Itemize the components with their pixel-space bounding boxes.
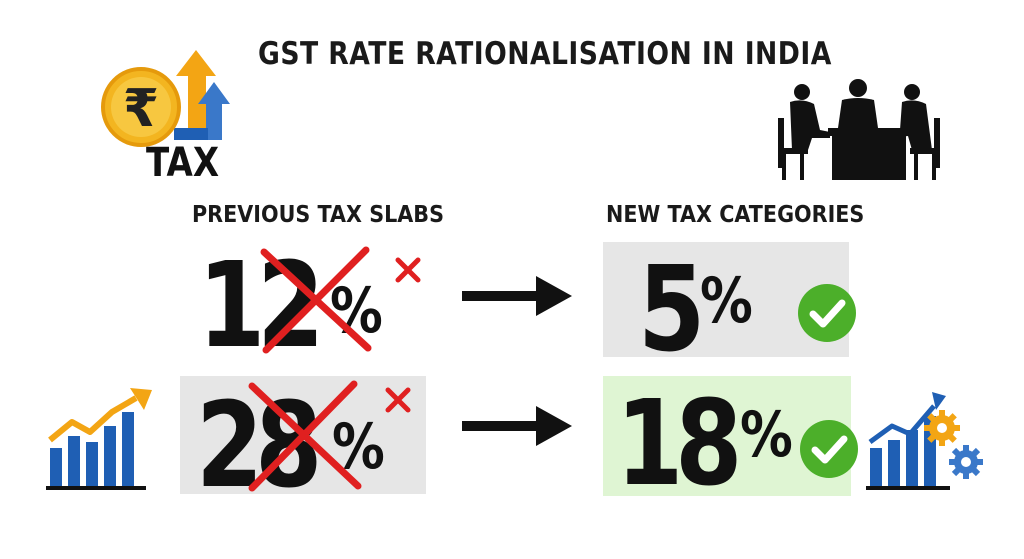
small-red-cross-icon	[395, 257, 421, 283]
bar-chart-icon	[46, 388, 152, 490]
new-rate-number: 18	[616, 374, 742, 512]
new-rate-percent: %	[740, 398, 793, 471]
green-check-icon	[800, 420, 858, 478]
rupee-coin-icon: ₹	[101, 50, 230, 147]
red-cross-icon	[248, 380, 362, 492]
gear-chart-icon	[866, 392, 983, 490]
tax-label: TAX	[146, 140, 220, 186]
new-rate-percent: %	[700, 264, 753, 337]
previous-slabs-heading: PREVIOUS TAX SLABS	[192, 202, 444, 228]
green-check-icon	[798, 284, 856, 342]
small-red-cross-icon	[385, 387, 411, 413]
meeting-people-icon	[778, 79, 940, 180]
new-rate-number: 5	[638, 240, 705, 378]
svg-text:₹: ₹	[123, 79, 159, 139]
old-rate-number: 12	[198, 236, 324, 374]
red-cross-icon	[260, 246, 372, 354]
new-categories-heading: NEW TAX CATEGORIES	[606, 202, 865, 228]
old-rate-percent: %	[330, 274, 383, 347]
right-arrow-icon	[462, 276, 572, 316]
up-arrow-icon	[174, 50, 230, 140]
page-title: GST RATE RATIONALISATION IN INDIA	[258, 36, 832, 72]
right-arrow-icon	[462, 406, 572, 446]
